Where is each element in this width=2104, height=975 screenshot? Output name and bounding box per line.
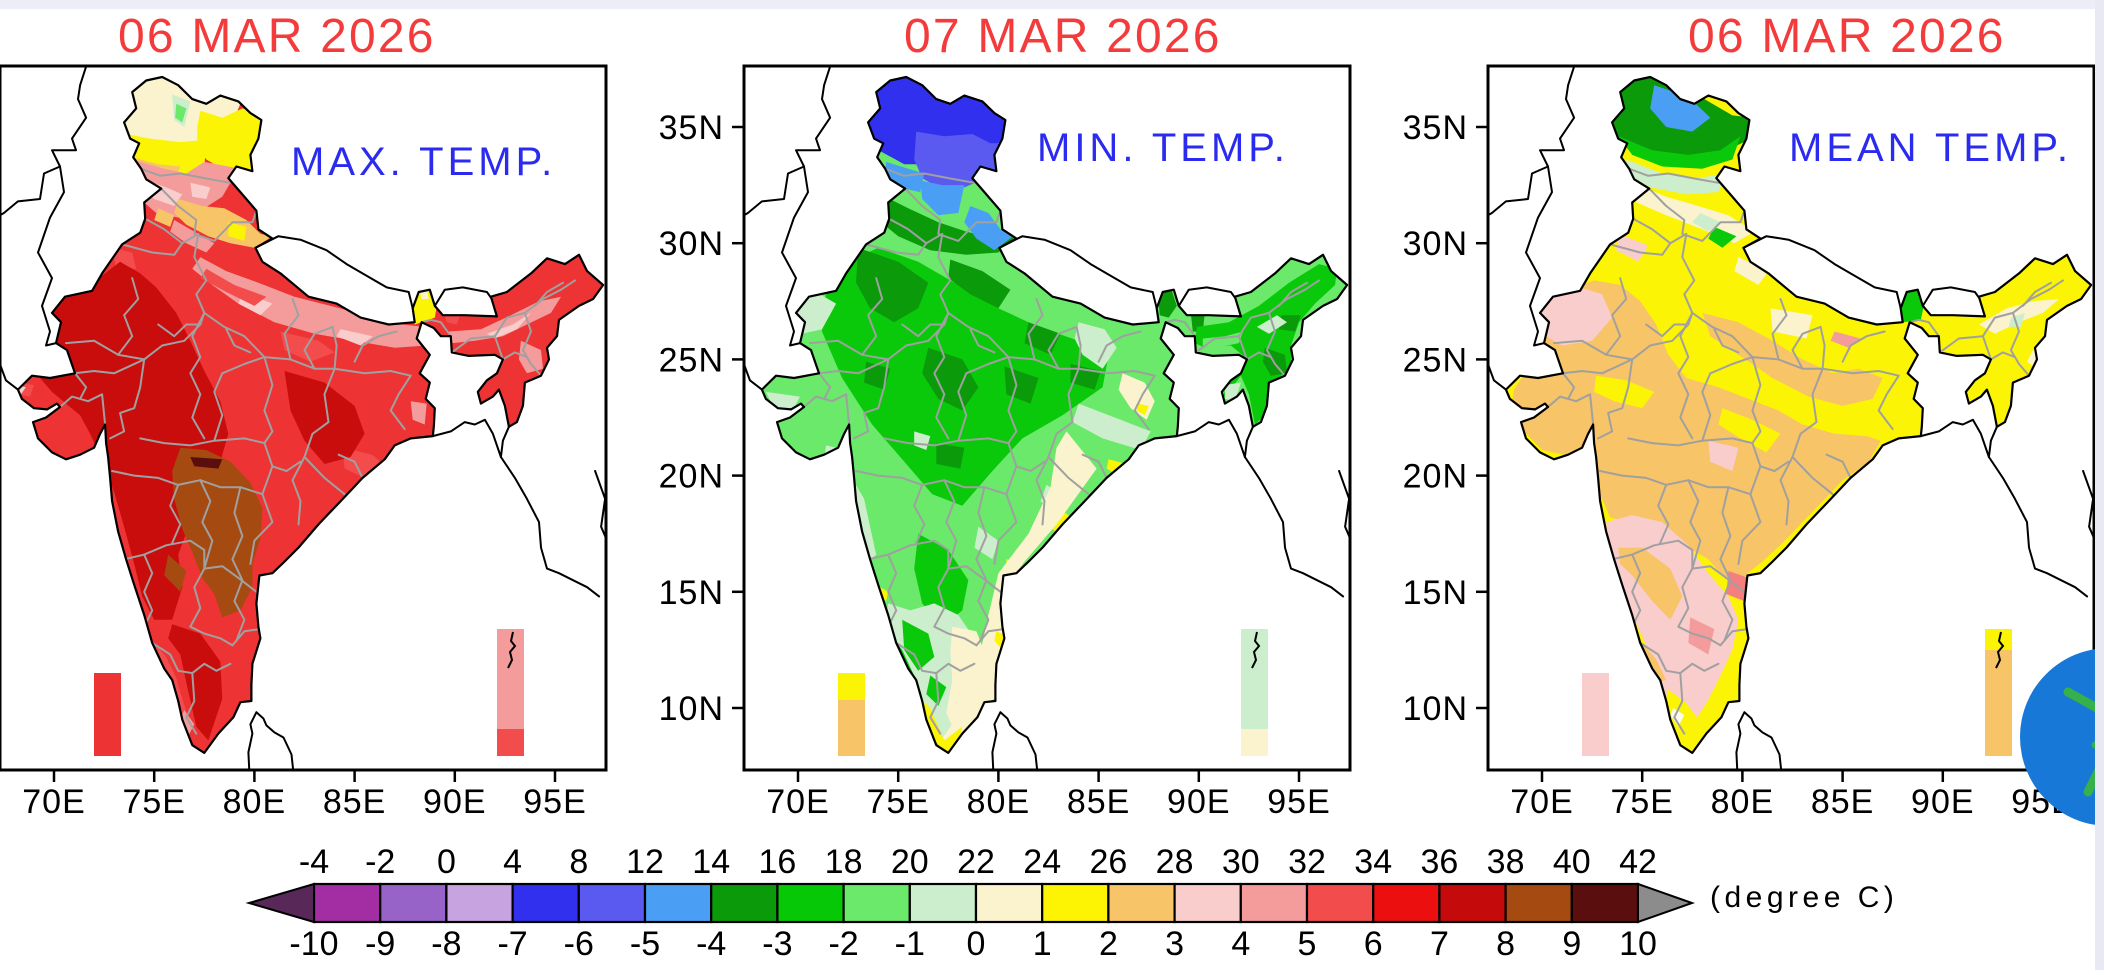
svg-text:25N: 25N xyxy=(659,341,724,379)
svg-text:75E: 75E xyxy=(866,783,930,821)
svg-text:-10: -10 xyxy=(289,925,338,963)
svg-text:28: 28 xyxy=(1156,843,1194,881)
svg-text:20N: 20N xyxy=(659,458,724,496)
svg-text:26: 26 xyxy=(1089,843,1127,881)
svg-text:10N: 10N xyxy=(659,690,724,728)
svg-text:85E: 85E xyxy=(1811,783,1875,821)
svg-text:18: 18 xyxy=(825,843,863,881)
svg-text:14: 14 xyxy=(692,843,730,881)
svg-text:30N: 30N xyxy=(1403,225,1468,263)
svg-text:20: 20 xyxy=(891,843,929,881)
svg-text:-3: -3 xyxy=(762,925,792,963)
svg-text:95E: 95E xyxy=(523,783,587,821)
svg-text:MAX. TEMP.: MAX. TEMP. xyxy=(291,140,556,184)
svg-text:30N: 30N xyxy=(659,225,724,263)
svg-text:-5: -5 xyxy=(630,925,660,963)
svg-text:-8: -8 xyxy=(431,925,461,963)
svg-text:1: 1 xyxy=(1033,925,1052,963)
svg-text:4: 4 xyxy=(503,843,522,881)
svg-text:35N: 35N xyxy=(659,109,724,147)
svg-text:9: 9 xyxy=(1562,925,1581,963)
svg-text:(degree C): (degree C) xyxy=(1710,881,1898,914)
svg-text:42: 42 xyxy=(1619,843,1657,881)
svg-text:95E: 95E xyxy=(1267,783,1331,821)
svg-text:16: 16 xyxy=(758,843,796,881)
svg-text:4: 4 xyxy=(1231,925,1250,963)
svg-text:22: 22 xyxy=(957,843,995,881)
svg-text:-4: -4 xyxy=(696,925,726,963)
svg-text:38: 38 xyxy=(1487,843,1525,881)
svg-text:MEAN TEMP.: MEAN TEMP. xyxy=(1789,126,2072,170)
svg-text:6: 6 xyxy=(1364,925,1383,963)
svg-text:70E: 70E xyxy=(22,783,86,821)
svg-text:0: 0 xyxy=(967,925,986,963)
svg-text:34: 34 xyxy=(1354,843,1392,881)
svg-text:75E: 75E xyxy=(1610,783,1674,821)
svg-text:20N: 20N xyxy=(1403,458,1468,496)
svg-text:80E: 80E xyxy=(223,783,287,821)
svg-text:-7: -7 xyxy=(497,925,527,963)
svg-text:-9: -9 xyxy=(365,925,395,963)
svg-text:2: 2 xyxy=(1099,925,1118,963)
svg-text:32: 32 xyxy=(1288,843,1326,881)
svg-text:24: 24 xyxy=(1023,843,1061,881)
svg-text:36: 36 xyxy=(1420,843,1458,881)
svg-text:0: 0 xyxy=(437,843,456,881)
svg-text:7: 7 xyxy=(1430,925,1449,963)
svg-text:8: 8 xyxy=(569,843,588,881)
svg-text:3: 3 xyxy=(1165,925,1184,963)
svg-text:80E: 80E xyxy=(1711,783,1775,821)
svg-text:5: 5 xyxy=(1298,925,1317,963)
svg-text:85E: 85E xyxy=(323,783,387,821)
svg-text:70E: 70E xyxy=(766,783,830,821)
svg-text:8: 8 xyxy=(1496,925,1515,963)
svg-text:85E: 85E xyxy=(1067,783,1131,821)
svg-text:90E: 90E xyxy=(423,783,487,821)
svg-text:35N: 35N xyxy=(1403,109,1468,147)
svg-text:-6: -6 xyxy=(564,925,594,963)
svg-text:10: 10 xyxy=(1619,925,1657,963)
svg-text:70E: 70E xyxy=(1510,783,1574,821)
svg-text:06 MAR 2026: 06 MAR 2026 xyxy=(1688,10,2006,63)
svg-text:40: 40 xyxy=(1553,843,1591,881)
svg-text:-4: -4 xyxy=(299,843,329,881)
svg-text:90E: 90E xyxy=(1911,783,1975,821)
svg-text:06 MAR 2026: 06 MAR 2026 xyxy=(118,10,436,63)
svg-text:12: 12 xyxy=(626,843,664,881)
svg-text:10N: 10N xyxy=(1403,690,1468,728)
svg-text:MIN. TEMP.: MIN. TEMP. xyxy=(1037,126,1289,170)
svg-text:-1: -1 xyxy=(895,925,925,963)
svg-text:15N: 15N xyxy=(1403,574,1468,612)
svg-text:-2: -2 xyxy=(365,843,395,881)
svg-text:80E: 80E xyxy=(967,783,1031,821)
svg-text:25N: 25N xyxy=(1403,341,1468,379)
svg-text:30: 30 xyxy=(1222,843,1260,881)
svg-text:90E: 90E xyxy=(1167,783,1231,821)
svg-text:-2: -2 xyxy=(828,925,858,963)
svg-text:07 MAR 2026: 07 MAR 2026 xyxy=(904,10,1222,63)
svg-text:15N: 15N xyxy=(659,574,724,612)
svg-text:75E: 75E xyxy=(122,783,186,821)
